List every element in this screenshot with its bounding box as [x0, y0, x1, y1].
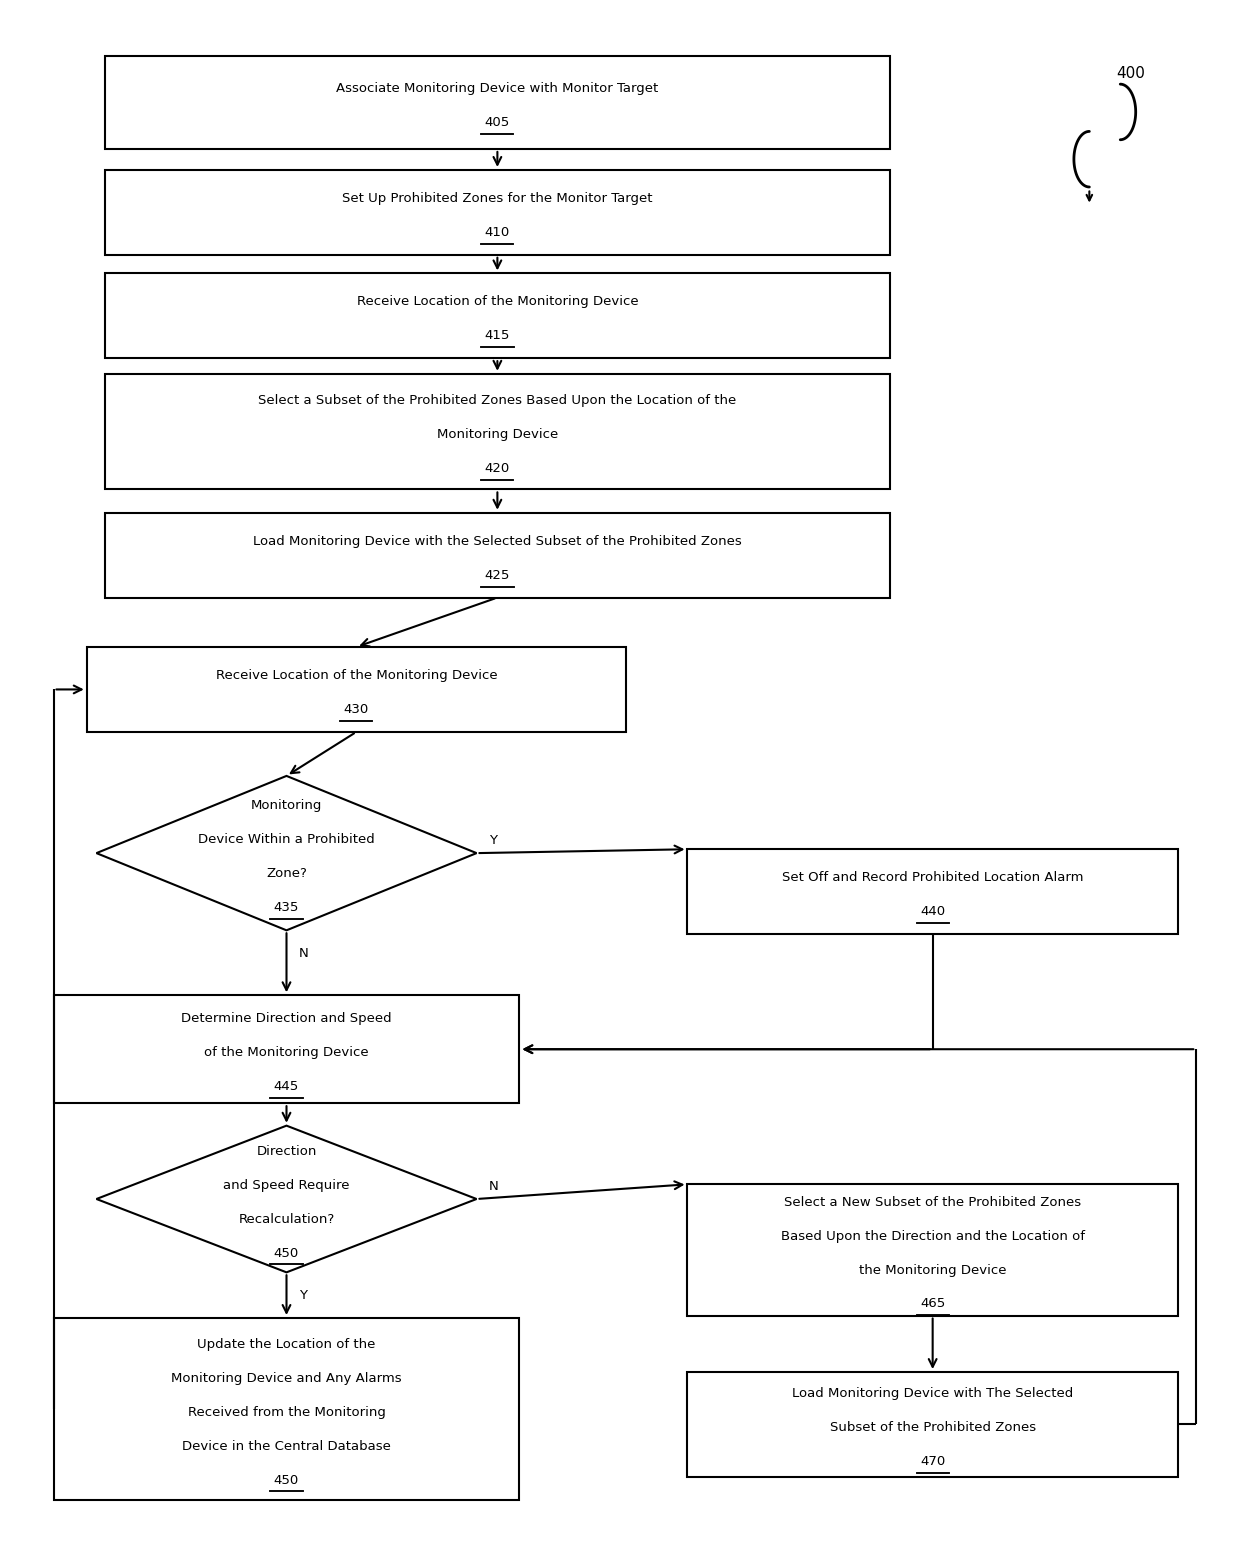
Text: Monitoring Device and Any Alarms: Monitoring Device and Any Alarms [171, 1371, 402, 1385]
Text: Device in the Central Database: Device in the Central Database [182, 1440, 391, 1452]
Polygon shape [97, 776, 476, 930]
FancyBboxPatch shape [687, 849, 1178, 935]
FancyBboxPatch shape [53, 996, 520, 1103]
Polygon shape [97, 1125, 476, 1273]
Text: Associate Monitoring Device with Monitor Target: Associate Monitoring Device with Monitor… [336, 83, 658, 95]
Text: 440: 440 [920, 905, 945, 918]
FancyBboxPatch shape [105, 374, 890, 489]
FancyBboxPatch shape [105, 170, 890, 256]
FancyBboxPatch shape [87, 647, 626, 732]
Text: 465: 465 [920, 1298, 945, 1310]
Text: 445: 445 [274, 1080, 299, 1092]
Text: Load Monitoring Device with The Selected: Load Monitoring Device with The Selected [792, 1387, 1074, 1401]
Text: Receive Location of the Monitoring Device: Receive Location of the Monitoring Devic… [216, 668, 497, 682]
Text: Set Off and Record Prohibited Location Alarm: Set Off and Record Prohibited Location A… [782, 871, 1084, 885]
Text: Set Up Prohibited Zones for the Monitor Target: Set Up Prohibited Zones for the Monitor … [342, 192, 652, 206]
Text: 450: 450 [274, 1246, 299, 1259]
Text: Recalculation?: Recalculation? [238, 1212, 335, 1226]
Text: Zone?: Zone? [267, 866, 308, 880]
Text: the Monitoring Device: the Monitoring Device [859, 1264, 1007, 1276]
Text: Update the Location of the: Update the Location of the [197, 1338, 376, 1351]
Text: Based Upon the Direction and the Location of: Based Upon the Direction and the Locatio… [781, 1229, 1085, 1243]
Text: Select a New Subset of the Prohibited Zones: Select a New Subset of the Prohibited Zo… [784, 1195, 1081, 1209]
Text: Load Monitoring Device with the Selected Subset of the Prohibited Zones: Load Monitoring Device with the Selected… [253, 534, 742, 548]
Text: 430: 430 [343, 703, 370, 717]
Text: Received from the Monitoring: Received from the Monitoring [187, 1405, 386, 1419]
Text: Y: Y [299, 1288, 306, 1302]
FancyBboxPatch shape [687, 1184, 1178, 1315]
Text: 450: 450 [274, 1474, 299, 1486]
Text: 400: 400 [1116, 65, 1146, 81]
Text: 405: 405 [485, 117, 510, 129]
Text: 410: 410 [485, 226, 510, 238]
Text: N: N [299, 947, 309, 960]
Text: Y: Y [489, 834, 497, 848]
Text: Subset of the Prohibited Zones: Subset of the Prohibited Zones [830, 1421, 1035, 1433]
Text: 425: 425 [485, 569, 510, 581]
Text: 420: 420 [485, 463, 510, 475]
Text: and Speed Require: and Speed Require [223, 1178, 350, 1192]
Text: Monitoring: Monitoring [250, 799, 322, 812]
Text: Select a Subset of the Prohibited Zones Based Upon the Location of the: Select a Subset of the Prohibited Zones … [258, 394, 737, 407]
Text: Direction: Direction [257, 1145, 316, 1158]
Text: of the Monitoring Device: of the Monitoring Device [205, 1045, 368, 1059]
FancyBboxPatch shape [105, 273, 890, 358]
Text: Determine Direction and Speed: Determine Direction and Speed [181, 1011, 392, 1025]
FancyBboxPatch shape [687, 1373, 1178, 1477]
Text: 415: 415 [485, 329, 510, 343]
Text: Receive Location of the Monitoring Device: Receive Location of the Monitoring Devic… [357, 296, 639, 308]
Text: N: N [489, 1179, 498, 1193]
Text: 435: 435 [274, 901, 299, 913]
Text: Monitoring Device: Monitoring Device [436, 428, 558, 441]
FancyBboxPatch shape [53, 1318, 520, 1500]
Text: Device Within a Prohibited: Device Within a Prohibited [198, 832, 374, 846]
FancyBboxPatch shape [105, 513, 890, 598]
Text: 470: 470 [920, 1455, 945, 1468]
FancyBboxPatch shape [105, 56, 890, 150]
